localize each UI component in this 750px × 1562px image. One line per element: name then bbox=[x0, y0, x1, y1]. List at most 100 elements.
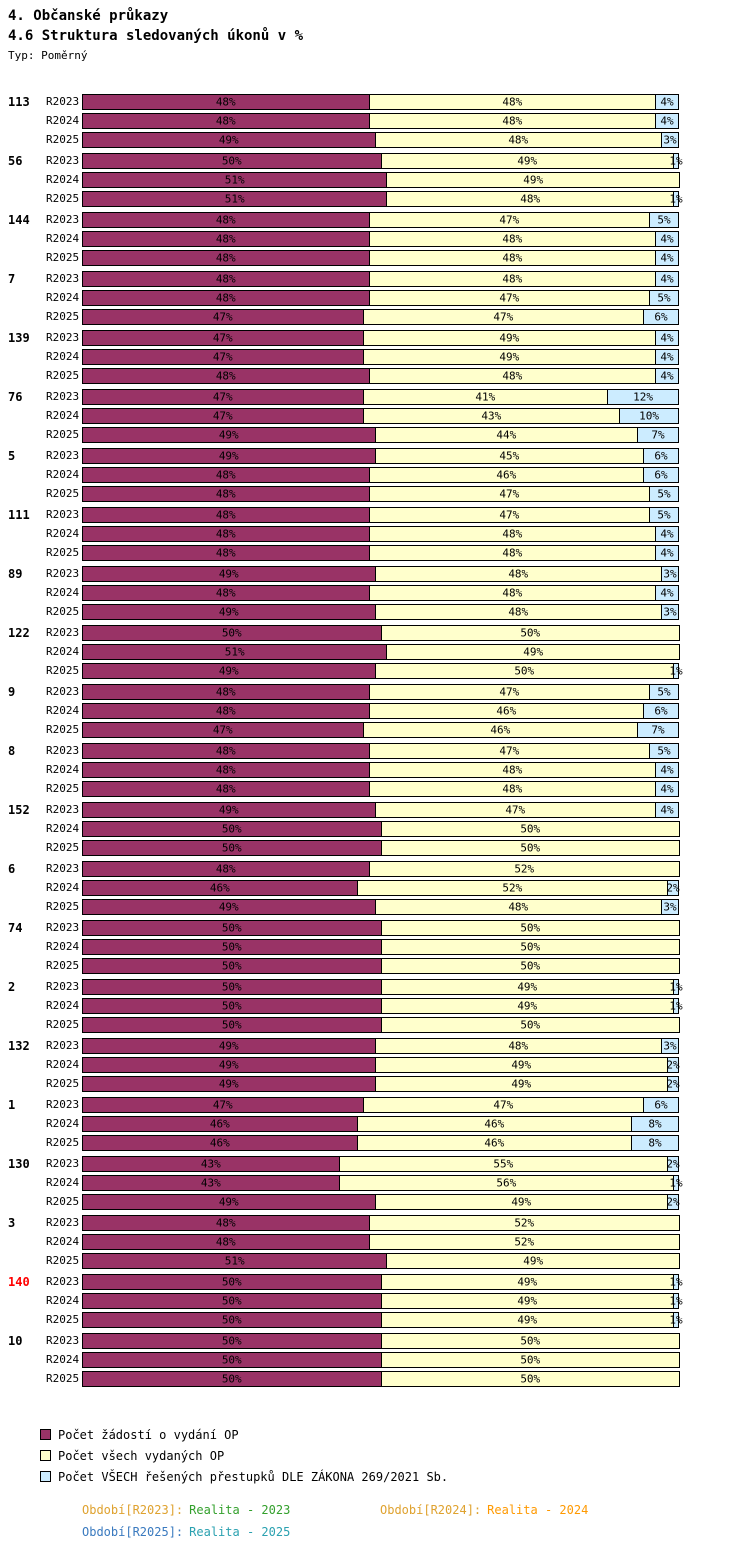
segment-value: 48% bbox=[215, 291, 236, 304]
stacked-bar: 46% 46% 8% bbox=[82, 1134, 681, 1151]
bar-segment-1: 48% bbox=[82, 761, 370, 778]
segment-value: 49% bbox=[218, 664, 239, 677]
bar-segment-2: 48% bbox=[374, 603, 663, 620]
bar-segment-1: 48% bbox=[82, 544, 370, 561]
bar-segment-2: 48% bbox=[368, 761, 657, 778]
year-label: R2024 bbox=[46, 822, 80, 835]
stacked-bar: 48% 46% 6% bbox=[82, 702, 681, 719]
segment-value: 51% bbox=[224, 192, 245, 205]
bar-segment-3: 4% bbox=[655, 93, 679, 110]
year-label: R2023 bbox=[46, 1216, 80, 1229]
bar-segment-2: 52% bbox=[368, 1214, 680, 1231]
bar-row: R2025 49% 44% 7% bbox=[8, 425, 750, 444]
year-label: R2023 bbox=[46, 567, 80, 580]
stacked-bar: 48% 48% 4% bbox=[82, 584, 681, 601]
group-label: 5 bbox=[8, 448, 16, 463]
stacked-bar: 48% 47% 5% bbox=[82, 742, 681, 759]
year-label: R2024 bbox=[46, 1058, 80, 1071]
bar-segment-1: 47% bbox=[82, 348, 364, 365]
bar-segment-1: 50% bbox=[82, 1292, 382, 1309]
bar-segment-2: 49% bbox=[386, 643, 680, 660]
segment-value: 47% bbox=[505, 803, 526, 816]
bar-segment-1: 48% bbox=[82, 230, 370, 247]
bar-segment-3: 7% bbox=[637, 426, 679, 443]
year-label: R2025 bbox=[46, 900, 80, 913]
stacked-bar: 47% 46% 7% bbox=[82, 721, 681, 738]
segment-value: 50% bbox=[221, 1275, 242, 1288]
bar-row: 152 R2023 49% 47% 4% bbox=[8, 800, 750, 819]
bar-segment-3: 5% bbox=[649, 211, 679, 228]
segment-value: 50% bbox=[221, 154, 242, 167]
bar-segment-2: 46% bbox=[368, 702, 645, 719]
segment-value: 50% bbox=[520, 1334, 541, 1347]
segment-value: 52% bbox=[514, 862, 535, 875]
segment-value: 50% bbox=[221, 1018, 242, 1031]
stacked-bar: 50% 49% 1% bbox=[82, 997, 683, 1014]
footer-period-item: Období[R2025]: Realita - 2025 bbox=[82, 1525, 380, 1539]
stacked-bar: 50% 50% bbox=[82, 1370, 681, 1387]
bar-segment-2: 52% bbox=[368, 1233, 680, 1250]
stacked-bar: 49% 48% 3% bbox=[82, 565, 681, 582]
segment-value: 47% bbox=[499, 213, 520, 226]
group-label: 76 bbox=[8, 389, 23, 404]
stacked-bar: 49% 48% 3% bbox=[82, 1037, 681, 1054]
year-label: R2024 bbox=[46, 1117, 80, 1130]
year-label: R2024 bbox=[46, 232, 80, 245]
bar-row: R2024 51% 49% bbox=[8, 170, 750, 189]
year-label: R2023 bbox=[46, 331, 80, 344]
bar-segment-2: 49% bbox=[362, 329, 657, 346]
bar-row: R2025 51% 48% 1% bbox=[8, 189, 750, 208]
segment-value: 50% bbox=[221, 1294, 242, 1307]
stacked-bar: 48% 48% 4% bbox=[82, 761, 681, 778]
footer-line: Období[R2025]: Realita - 2025 bbox=[82, 1521, 750, 1543]
segment-value: 1% bbox=[669, 999, 683, 1012]
segment-value: 4% bbox=[660, 331, 674, 344]
segment-value: 1% bbox=[669, 1313, 683, 1326]
bar-segment-1: 50% bbox=[82, 997, 382, 1014]
bar-segment-3: 6% bbox=[643, 702, 679, 719]
year-label: R2024 bbox=[46, 999, 80, 1012]
bar-segment-3: 5% bbox=[649, 485, 679, 502]
bar-segment-2: 45% bbox=[374, 447, 645, 464]
year-label: R2023 bbox=[46, 1098, 80, 1111]
year-label: R2023 bbox=[46, 1157, 80, 1170]
bar-segment-1: 50% bbox=[82, 839, 382, 856]
bar-row: 111 R2023 48% 47% 5% bbox=[8, 505, 750, 524]
bar-segment-3: 12% bbox=[607, 388, 679, 405]
segment-value: 49% bbox=[218, 567, 239, 580]
segment-value: 50% bbox=[514, 664, 535, 677]
year-label: R2024 bbox=[46, 940, 80, 953]
bar-group: 5 R2023 49% 45% 6% R2024 48% 46% 6% R2025 48% 47% 5% bbox=[8, 446, 750, 503]
year-label: R2023 bbox=[46, 508, 80, 521]
bar-row: 139 R2023 47% 49% 4% bbox=[8, 328, 750, 347]
bar-row: R2024 48% 48% 4% bbox=[8, 524, 750, 543]
bar-segment-1: 48% bbox=[82, 367, 370, 384]
bar-segment-3: 5% bbox=[649, 506, 679, 523]
bar-segment-3: 1% bbox=[669, 997, 683, 1014]
segment-value: 48% bbox=[502, 114, 523, 127]
segment-value: 4% bbox=[660, 95, 674, 108]
bar-segment-3: 3% bbox=[661, 898, 679, 915]
stacked-bar: 48% 47% 5% bbox=[82, 211, 681, 228]
bar-segment-1: 48% bbox=[82, 112, 370, 129]
segment-value: 48% bbox=[502, 369, 523, 382]
segment-value: 49% bbox=[511, 1058, 532, 1071]
bar-segment-1: 48% bbox=[82, 742, 370, 759]
bar-segment-1: 48% bbox=[82, 211, 370, 228]
bar-segment-3: 6% bbox=[643, 466, 679, 483]
bar-segment-3: 4% bbox=[655, 249, 679, 266]
bar-segment-3: 6% bbox=[643, 308, 679, 325]
bar-row: R2024 49% 49% 2% bbox=[8, 1055, 750, 1074]
segment-value: 43% bbox=[200, 1157, 221, 1170]
segment-value: 47% bbox=[493, 1098, 514, 1111]
bar-row: R2024 50% 50% bbox=[8, 1350, 750, 1369]
bar-segment-2: 50% bbox=[380, 1370, 680, 1387]
bar-group: 111 R2023 48% 47% 5% R2024 48% 48% 4% R2025 48% 48%… bbox=[8, 505, 750, 562]
segment-value: 3% bbox=[663, 605, 677, 618]
bar-segment-1: 48% bbox=[82, 270, 370, 287]
segment-value: 46% bbox=[484, 1117, 505, 1130]
bar-segment-2: 49% bbox=[374, 1056, 668, 1073]
legend: Počet žádostí o vydání OP Počet všech vyd… bbox=[40, 1426, 750, 1485]
stacked-bar: 47% 47% 6% bbox=[82, 1096, 681, 1113]
stacked-bar: 50% 49% 1% bbox=[82, 978, 683, 995]
